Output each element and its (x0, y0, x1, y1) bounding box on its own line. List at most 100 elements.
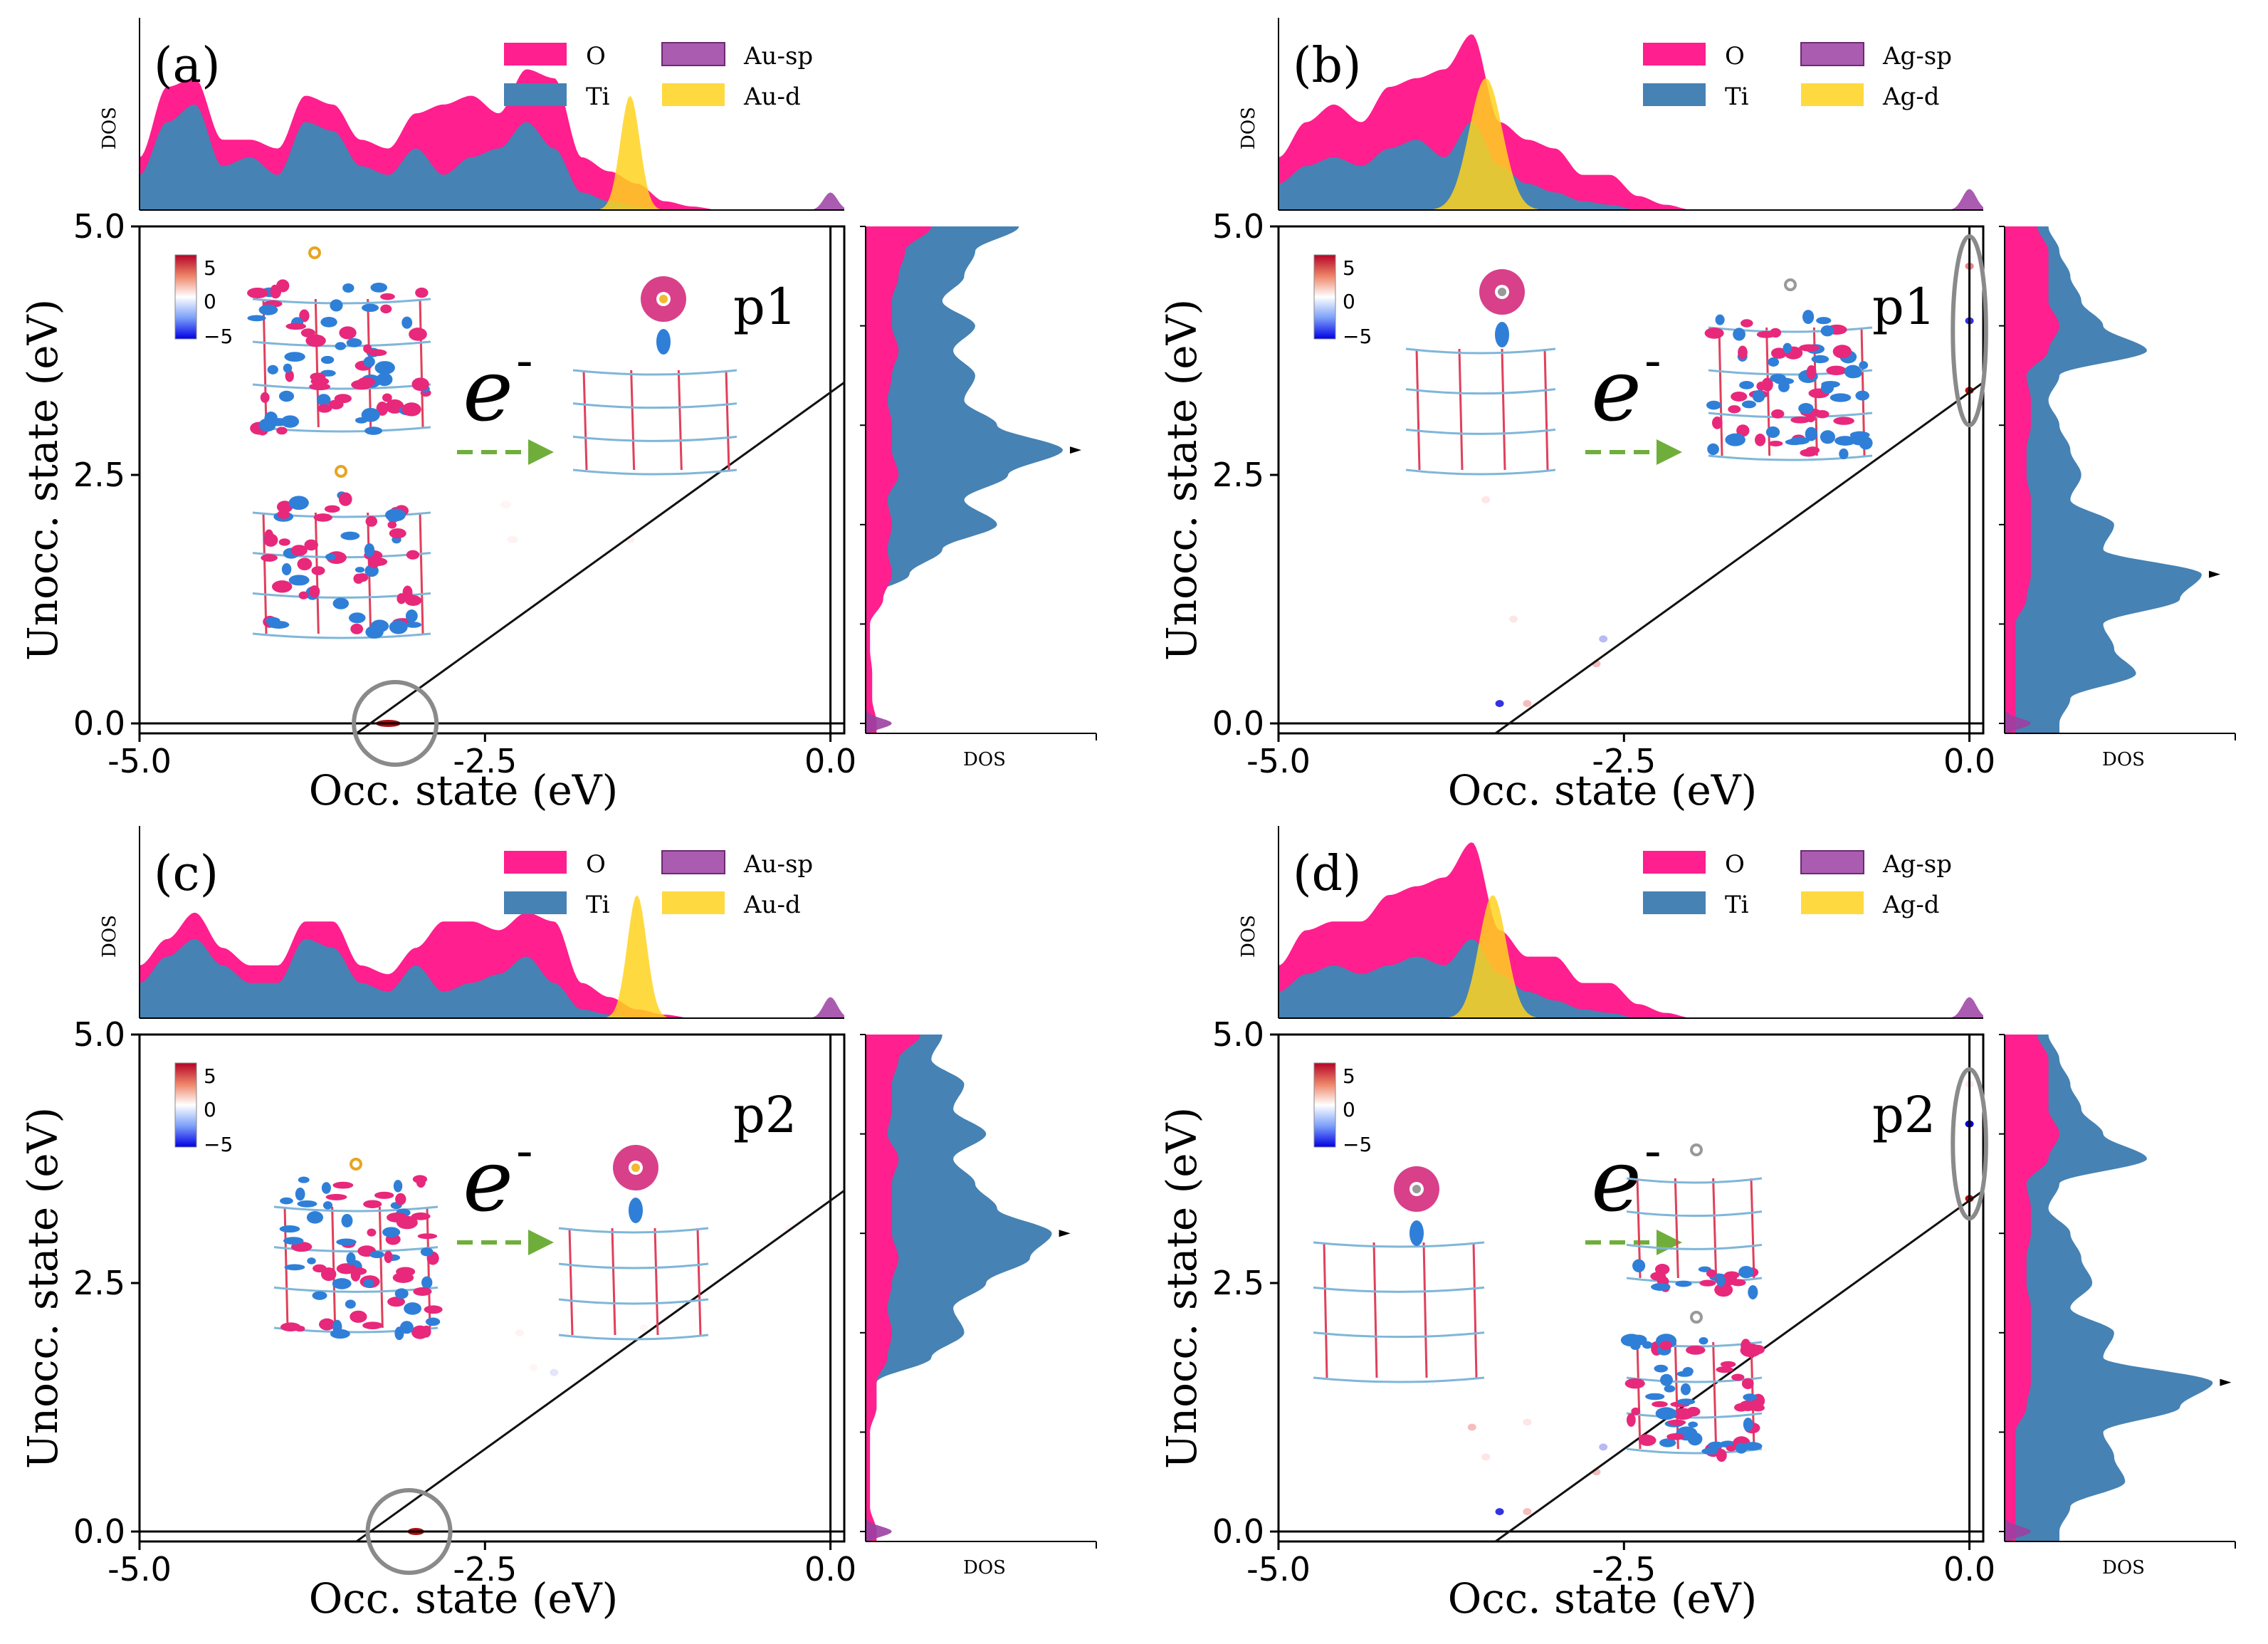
electron-superscript: - (516, 1121, 533, 1180)
legend-swatch (1800, 42, 1864, 66)
heatmap-spot (1495, 1508, 1504, 1516)
lattice-bond (1501, 348, 1506, 471)
inset-orbitals-1 (247, 279, 431, 436)
orbital-lobe (1756, 330, 1776, 338)
side-dos-Ti-area (866, 1035, 1052, 1541)
orbital-lobe (247, 287, 268, 299)
orbital-lobe (417, 1233, 438, 1240)
orbital-lobe (380, 304, 392, 314)
electron-annotation: e- (457, 331, 554, 465)
lattice-bond (1626, 1277, 1763, 1284)
lattice-bond (262, 298, 268, 428)
orbital-lobe (1783, 342, 1792, 354)
colorbar (174, 254, 197, 340)
orbital-lobe (357, 572, 369, 582)
lattice-bond (630, 370, 636, 471)
orbital-lobe (386, 1212, 408, 1222)
y-axis-label: Unocc. state (eV) (1157, 299, 1206, 661)
legend-swatch (1643, 851, 1706, 874)
orbital-lobe (320, 355, 335, 364)
x-tick-label: -2.5 (1592, 742, 1656, 780)
inset-lattice-1 (252, 298, 431, 433)
orbital-lobe (384, 508, 406, 522)
lattice-bond (1626, 1412, 1763, 1419)
orbital-lobe (1768, 440, 1783, 447)
orbital-lobe (1733, 328, 1745, 341)
lattice-bond (262, 512, 268, 634)
orbital-lobe (1834, 436, 1856, 446)
orbital-lobe (1707, 443, 1719, 456)
orbital-lobe (350, 1268, 361, 1282)
lattice-bond (378, 1206, 384, 1329)
x-tick-label: -2.5 (453, 1550, 517, 1588)
top-dos-Ti-area (140, 104, 844, 210)
lattice-bond (1750, 1178, 1755, 1279)
adatom-atom (1784, 278, 1797, 291)
orbital-lobe (330, 1329, 350, 1339)
lattice-bond (611, 1227, 616, 1336)
side-dos-max-marker (1059, 1230, 1071, 1237)
orbital-lobe (283, 1237, 304, 1245)
orbital-lobe (271, 580, 293, 593)
lattice-bond (273, 1205, 439, 1213)
orbital-lobe (416, 1175, 426, 1188)
orbital-lobe (1626, 1413, 1636, 1427)
x-tick-label: -2.5 (453, 742, 517, 780)
orbital-lobe (370, 282, 388, 293)
lattice-bond (331, 1206, 337, 1329)
orbital-lobe (340, 531, 360, 540)
inset-orbitals-final (1704, 310, 1873, 460)
lattice-bond (1708, 326, 1873, 333)
lattice-bond (558, 1298, 709, 1305)
lattice-bond (572, 435, 737, 442)
orbital-lobe (1676, 1371, 1693, 1377)
panel-label: (a) (154, 38, 221, 94)
orbital-lobe (1706, 400, 1721, 410)
orbital-lobe (1736, 424, 1750, 437)
orbital-lobe (382, 1227, 401, 1237)
legend-swatch (661, 42, 725, 66)
inset-lattice-final (572, 369, 737, 476)
orbital-lobe (405, 609, 418, 623)
orbital-lobe (325, 1193, 347, 1200)
lattice-bond (1636, 1341, 1642, 1450)
orbital-lobe (341, 1213, 353, 1228)
orbital-lobe (1806, 365, 1817, 379)
orbital-lobe (320, 317, 337, 328)
y-tick-label: 2.5 (1212, 1264, 1264, 1302)
orbital-lobe (290, 545, 308, 556)
orbital-lobe (363, 1279, 374, 1288)
orbital-lobe (297, 1200, 317, 1208)
colorbar (1313, 254, 1336, 340)
electron-superscript: - (1644, 331, 1661, 389)
side-dos-O-area (2005, 226, 2059, 733)
point-label: p1 (1872, 278, 1936, 336)
heatmap-spot (639, 1324, 649, 1331)
orbital-lobe (316, 394, 331, 407)
heatmap-spot (1495, 700, 1504, 708)
orbital-lobe (411, 1212, 431, 1220)
inset-orbitals-2 (1620, 1334, 1765, 1462)
inset-adatom-final (613, 1145, 658, 1190)
orbital-lobe (298, 1176, 310, 1183)
orbital-lobe (1839, 448, 1849, 460)
inset-lattice-initial (1405, 347, 1556, 476)
orbital-lobe (1770, 374, 1786, 383)
lattice-bond (677, 370, 683, 471)
colorbar-tick-label: 0 (1343, 290, 1355, 313)
orbital-lobe (306, 1211, 324, 1224)
orbital-lobe (1631, 1407, 1641, 1415)
legend-swatch (1800, 850, 1864, 874)
legend-swatch (1643, 83, 1706, 106)
colorbar (1313, 1062, 1336, 1148)
orbital-lobe (1725, 433, 1745, 446)
main-axes-frame (1277, 1033, 1985, 1543)
inset-orbitals-2 (261, 491, 422, 639)
adatom-atom (308, 246, 321, 259)
diagonal-line (1494, 381, 1984, 735)
orbital-lobe (276, 426, 288, 435)
y-tick-label: 5.0 (73, 1015, 125, 1054)
orbital-lobe (374, 361, 395, 375)
orbital-lobe (1659, 1340, 1672, 1351)
y-tick-label: 0.0 (1212, 704, 1264, 743)
